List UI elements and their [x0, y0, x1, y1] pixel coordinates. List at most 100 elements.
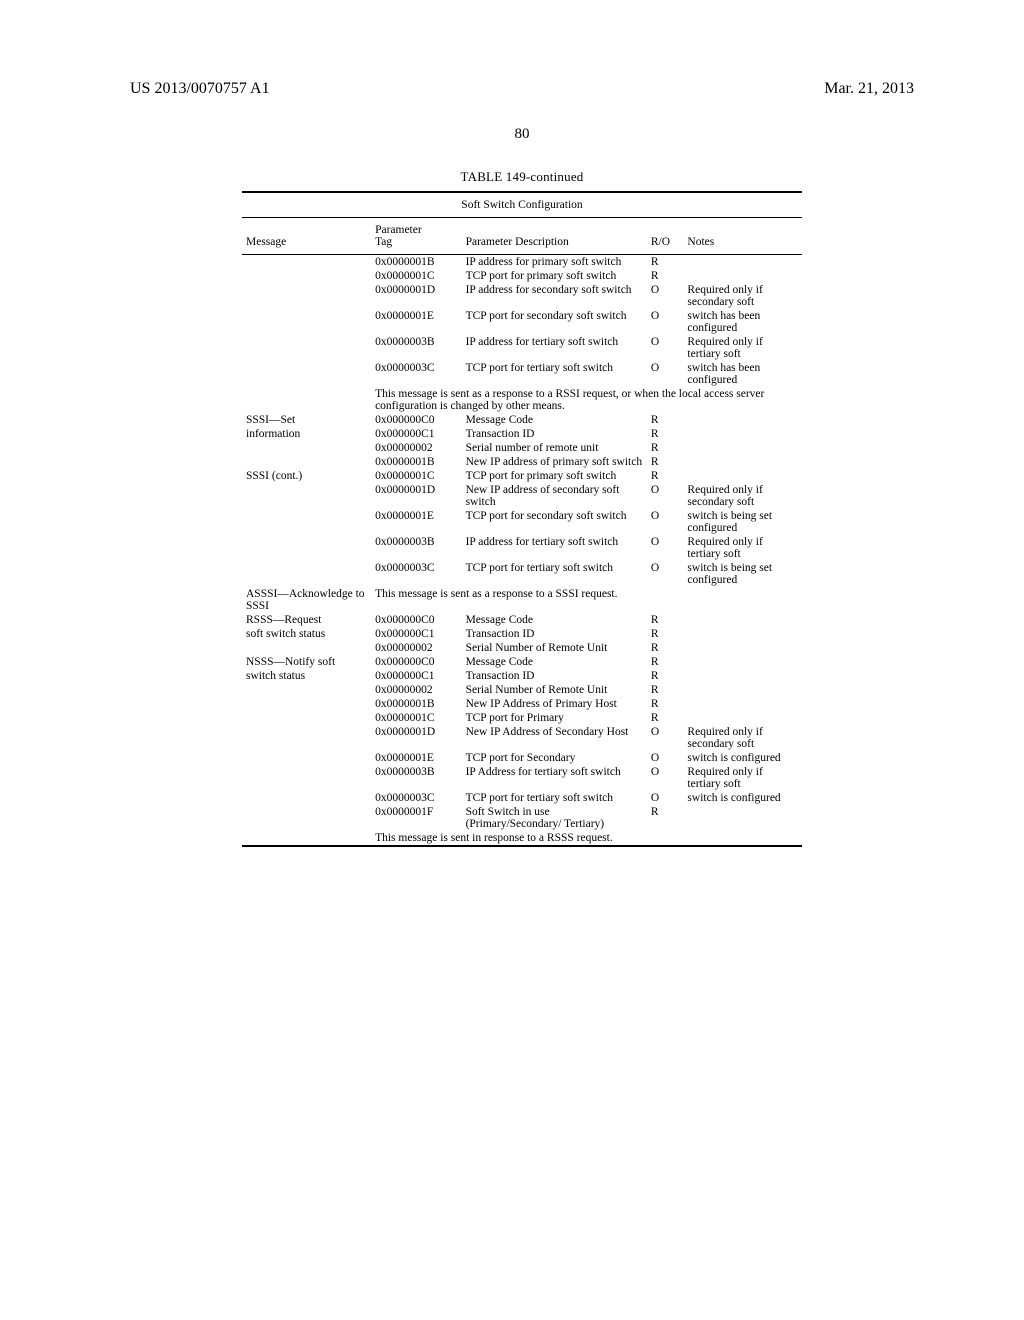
- cell-message: [242, 725, 371, 751]
- cell-notes: switch is configured: [683, 751, 802, 765]
- cell-param-tag: 0x0000003B: [371, 765, 462, 791]
- table-title: Soft Switch Configuration: [242, 191, 802, 217]
- table-row: 0x0000003CTCP port for tertiary soft swi…: [242, 561, 802, 587]
- page-header: US 2013/0070757 A1 Mar. 21, 2013: [130, 80, 914, 98]
- cell-param-desc: TCP port for Secondary: [462, 751, 647, 765]
- cell-ro: R: [647, 413, 684, 427]
- cell-message: [242, 765, 371, 791]
- cell-param-desc: TCP port for tertiary soft switch: [462, 361, 647, 387]
- cell-notes: [683, 413, 802, 427]
- cell-message: [242, 509, 371, 535]
- cell-message: [242, 283, 371, 309]
- table-row: This message is sent in response to a RS…: [242, 831, 802, 845]
- cell-ro: R: [647, 683, 684, 697]
- cell-param-tag: 0x000000C0: [371, 613, 462, 627]
- cell-notes: Required only if secondary soft: [683, 283, 802, 309]
- cell-ro: R: [647, 805, 684, 831]
- cell-param-desc: New IP address of secondary soft switch: [462, 483, 647, 509]
- table-container: TABLE 149-continued Soft Switch Configur…: [242, 169, 802, 847]
- cell-ro: R: [647, 469, 684, 483]
- table-row: NSSS—Notify soft0x000000C0Message CodeR: [242, 655, 802, 669]
- table-row: 0x0000001FSoft Switch in use (Primary/Se…: [242, 805, 802, 831]
- cell-ro: R: [647, 627, 684, 641]
- cell-param-tag: 0x00000002: [371, 441, 462, 455]
- cell-spanning-note: This message is sent as a response to a …: [371, 387, 802, 413]
- table-row: 0x0000001CTCP port for primary soft swit…: [242, 269, 802, 283]
- table-row: 0x0000001DNew IP address of secondary so…: [242, 483, 802, 509]
- cell-param-desc: TCP port for secondary soft switch: [462, 309, 647, 335]
- cell-param-desc: TCP port for primary soft switch: [462, 269, 647, 283]
- col-header-param-desc: Parameter Description: [462, 218, 647, 255]
- cell-param-tag: 0x0000001C: [371, 711, 462, 725]
- cell-param-tag: 0x0000003C: [371, 791, 462, 805]
- cell-message: [242, 269, 371, 283]
- cell-message: SSSI—Set: [242, 413, 371, 427]
- table-row: 0x0000003BIP address for tertiary soft s…: [242, 335, 802, 361]
- cell-param-desc: New IP Address of Primary Host: [462, 697, 647, 711]
- cell-param-tag: 0x0000001D: [371, 725, 462, 751]
- cell-notes: [683, 627, 802, 641]
- table-row: switch status0x000000C1Transaction IDR: [242, 669, 802, 683]
- cell-ro: O: [647, 561, 684, 587]
- cell-notes: [683, 441, 802, 455]
- cell-message: [242, 711, 371, 725]
- cell-param-desc: TCP port for tertiary soft switch: [462, 561, 647, 587]
- cell-param-desc: Soft Switch in use (Primary/Secondary/ T…: [462, 805, 647, 831]
- cell-notes: [683, 641, 802, 655]
- table-row: 0x0000003BIP address for tertiary soft s…: [242, 535, 802, 561]
- table-row: 0x0000001CTCP port for PrimaryR: [242, 711, 802, 725]
- cell-spanning-note: This message is sent in response to a RS…: [371, 831, 802, 845]
- cell-notes: [683, 469, 802, 483]
- cell-ro: O: [647, 361, 684, 387]
- cell-ro: O: [647, 335, 684, 361]
- cell-ro: R: [647, 427, 684, 441]
- cell-message: [242, 361, 371, 387]
- cell-ro: R: [647, 697, 684, 711]
- cell-ro: R: [647, 613, 684, 627]
- cell-ro: R: [647, 655, 684, 669]
- table-row: information0x000000C1Transaction IDR: [242, 427, 802, 441]
- cell-param-desc: Message Code: [462, 413, 647, 427]
- cell-param-tag: 0x000000C0: [371, 655, 462, 669]
- cell-param-tag: 0x0000001E: [371, 309, 462, 335]
- table-end-rule: [242, 845, 802, 847]
- cell-param-desc: Transaction ID: [462, 627, 647, 641]
- page-number: 80: [130, 126, 914, 143]
- cell-ro: O: [647, 283, 684, 309]
- table-row: 0x0000001BIP address for primary soft sw…: [242, 255, 802, 270]
- cell-ro: R: [647, 269, 684, 283]
- cell-message: [242, 697, 371, 711]
- publication-number: US 2013/0070757 A1: [130, 80, 270, 98]
- cell-message: [242, 535, 371, 561]
- cell-param-tag: 0x0000001B: [371, 255, 462, 270]
- cell-notes: [683, 669, 802, 683]
- cell-param-tag: 0x0000001F: [371, 805, 462, 831]
- cell-ro: R: [647, 669, 684, 683]
- cell-message: [242, 335, 371, 361]
- cell-notes: Required only if tertiary soft: [683, 535, 802, 561]
- cell-param-desc: Serial Number of Remote Unit: [462, 683, 647, 697]
- cell-message: [242, 805, 371, 831]
- cell-param-tag: 0x0000001E: [371, 509, 462, 535]
- cell-param-tag: 0x000000C0: [371, 413, 462, 427]
- table-row: 0x0000001DIP address for secondary soft …: [242, 283, 802, 309]
- cell-param-tag: 0x00000002: [371, 641, 462, 655]
- cell-message: soft switch status: [242, 627, 371, 641]
- cell-ro: O: [647, 751, 684, 765]
- cell-param-tag: 0x00000002: [371, 683, 462, 697]
- cell-param-desc: New IP address of primary soft switch: [462, 455, 647, 469]
- cell-ro: R: [647, 441, 684, 455]
- config-table: Message Parameter Tag Parameter Descript…: [242, 217, 802, 845]
- table-row: 0x0000001BNew IP Address of Primary Host…: [242, 697, 802, 711]
- cell-spanning-note: This message is sent as a response to a …: [371, 587, 802, 613]
- cell-message: NSSS—Notify soft: [242, 655, 371, 669]
- cell-ro: O: [647, 309, 684, 335]
- cell-message: [242, 683, 371, 697]
- cell-message: [242, 255, 371, 270]
- cell-notes: [683, 697, 802, 711]
- table-row: This message is sent as a response to a …: [242, 387, 802, 413]
- cell-notes: switch has been configured: [683, 309, 802, 335]
- cell-param-desc: IP Address for tertiary soft switch: [462, 765, 647, 791]
- table-body: 0x0000001BIP address for primary soft sw…: [242, 255, 802, 846]
- cell-param-desc: IP address for primary soft switch: [462, 255, 647, 270]
